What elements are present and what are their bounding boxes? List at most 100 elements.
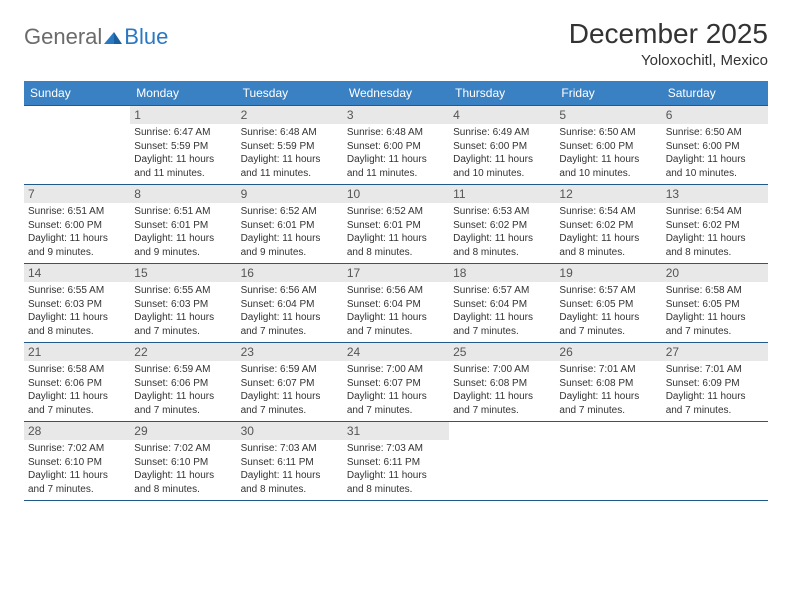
calendar-week-row: 14 Sunrise: 6:55 AMSunset: 6:03 PMDayligh…: [24, 263, 768, 342]
day-number: 1: [130, 106, 236, 124]
day-details: Sunrise: 6:56 AMSunset: 6:04 PMDaylight:…: [347, 284, 445, 338]
day-details: Sunrise: 6:48 AMSunset: 6:00 PMDaylight:…: [347, 126, 445, 180]
day-number: 11: [449, 185, 555, 203]
calendar-cell: 13 Sunrise: 6:54 AMSunset: 6:02 PMDayligh…: [662, 184, 768, 263]
day-details: Sunrise: 6:58 AMSunset: 6:06 PMDaylight:…: [28, 363, 126, 417]
calendar-cell: 31 Sunrise: 7:03 AMSunset: 6:11 PMDayligh…: [343, 421, 449, 501]
calendar-cell: 20 Sunrise: 6:58 AMSunset: 6:05 PMDayligh…: [662, 263, 768, 342]
day-details: Sunrise: 7:00 AMSunset: 6:08 PMDaylight:…: [453, 363, 551, 417]
logo-text-general: General: [24, 24, 102, 50]
day-details: Sunrise: 6:51 AMSunset: 6:01 PMDaylight:…: [134, 205, 232, 259]
day-details: Sunrise: 6:54 AMSunset: 6:02 PMDaylight:…: [666, 205, 764, 259]
calendar-week-row: 28Sunrise: 7:02 AMSunset: 6:10 PMDayligh…: [24, 421, 768, 501]
calendar-cell: 16Sunrise: 6:56 AMSunset: 6:04 PMDayligh…: [237, 263, 343, 342]
day-details: Sunrise: 6:50 AMSunset: 6:00 PMDaylight:…: [559, 126, 657, 180]
page-header: General Blue December 2025 Yoloxochitl, …: [24, 18, 768, 69]
day-number: 12: [555, 185, 661, 203]
day-details: Sunrise: 7:03 AMSunset: 6:11 PMDaylight:…: [347, 442, 445, 496]
calendar-week-row: 21 Sunrise: 6:58 AMSunset: 6:06 PMDayligh…: [24, 342, 768, 421]
day-number: 23: [237, 343, 343, 361]
calendar-cell: 11Sunrise: 6:53 AMSunset: 6:02 PMDayligh…: [449, 184, 555, 263]
calendar-cell: 1 Sunrise: 6:47 AMSunset: 5:59 PMDaylight…: [130, 105, 236, 184]
day-number: 30: [237, 422, 343, 440]
weekday-header: Thursday: [449, 81, 555, 105]
day-number: 22: [130, 343, 236, 361]
calendar-cell: 30Sunrise: 7:03 AMSunset: 6:11 PMDayligh…: [237, 421, 343, 501]
calendar-cell: 17 Sunrise: 6:56 AMSunset: 6:04 PMDayligh…: [343, 263, 449, 342]
day-details: Sunrise: 6:55 AMSunset: 6:03 PMDaylight:…: [28, 284, 126, 338]
day-number: 20: [662, 264, 768, 282]
day-number: 16: [237, 264, 343, 282]
day-details: Sunrise: 6:58 AMSunset: 6:05 PMDaylight:…: [666, 284, 764, 338]
day-details: Sunrise: 6:52 AMSunset: 6:01 PMDaylight:…: [241, 205, 339, 259]
day-number: 25: [449, 343, 555, 361]
calendar-cell: 18Sunrise: 6:57 AMSunset: 6:04 PMDayligh…: [449, 263, 555, 342]
calendar-cell: 15Sunrise: 6:55 AMSunset: 6:03 PMDayligh…: [130, 263, 236, 342]
calendar-grid: Sunday Monday Tuesday Wednesday Thursday…: [24, 81, 768, 501]
day-details: Sunrise: 7:00 AMSunset: 6:07 PMDaylight:…: [347, 363, 445, 417]
day-details: Sunrise: 6:59 AMSunset: 6:07 PMDaylight:…: [241, 363, 339, 417]
calendar-week-row: 7 Sunrise: 6:51 AMSunset: 6:00 PMDaylight…: [24, 184, 768, 263]
calendar-cell: 26 Sunrise: 7:01 AMSunset: 6:08 PMDayligh…: [555, 342, 661, 421]
day-number: 4: [449, 106, 555, 124]
calendar-cell: 5Sunrise: 6:50 AMSunset: 6:00 PMDaylight…: [555, 105, 661, 184]
day-number: 21: [24, 343, 130, 361]
calendar-cell: 8Sunrise: 6:51 AMSunset: 6:01 PMDaylight…: [130, 184, 236, 263]
calendar-cell: [555, 421, 661, 501]
day-number: 19: [555, 264, 661, 282]
day-number: 27: [662, 343, 768, 361]
calendar-body: 1 Sunrise: 6:47 AMSunset: 5:59 PMDaylight…: [24, 105, 768, 501]
weekday-header: Sunday: [24, 81, 130, 105]
day-details: Sunrise: 7:01 AMSunset: 6:08 PMDaylight:…: [559, 363, 657, 417]
calendar-cell: 12 Sunrise: 6:54 AMSunset: 6:02 PMDayligh…: [555, 184, 661, 263]
weekday-header: Tuesday: [237, 81, 343, 105]
day-details: Sunrise: 6:48 AMSunset: 5:59 PMDaylight:…: [241, 126, 339, 180]
logo-text-blue: Blue: [124, 24, 168, 50]
calendar-cell: [24, 105, 130, 184]
location-label: Yoloxochitl, Mexico: [569, 52, 768, 69]
calendar-week-row: 1 Sunrise: 6:47 AMSunset: 5:59 PMDaylight…: [24, 105, 768, 184]
calendar-cell: 10 Sunrise: 6:52 AMSunset: 6:01 PMDayligh…: [343, 184, 449, 263]
title-block: December 2025 Yoloxochitl, Mexico: [569, 18, 768, 69]
logo-triangle-icon: [104, 30, 122, 44]
day-details: Sunrise: 6:49 AMSunset: 6:00 PMDaylight:…: [453, 126, 551, 180]
calendar-cell: 24 Sunrise: 7:00 AMSunset: 6:07 PMDayligh…: [343, 342, 449, 421]
day-number: 13: [662, 185, 768, 203]
day-number: 17: [343, 264, 449, 282]
calendar-cell: [449, 421, 555, 501]
calendar-cell: 29Sunrise: 7:02 AMSunset: 6:10 PMDayligh…: [130, 421, 236, 501]
day-details: Sunrise: 7:01 AMSunset: 6:09 PMDaylight:…: [666, 363, 764, 417]
day-number: 7: [24, 185, 130, 203]
day-details: Sunrise: 6:51 AMSunset: 6:00 PMDaylight:…: [28, 205, 126, 259]
calendar-cell: 25 Sunrise: 7:00 AMSunset: 6:08 PMDayligh…: [449, 342, 555, 421]
weekday-header: Monday: [130, 81, 236, 105]
calendar-cell: 6 Sunrise: 6:50 AMSunset: 6:00 PMDaylight…: [662, 105, 768, 184]
day-details: Sunrise: 6:50 AMSunset: 6:00 PMDaylight:…: [666, 126, 764, 180]
calendar-page: General Blue December 2025 Yoloxochitl, …: [0, 0, 792, 519]
calendar-cell: 7 Sunrise: 6:51 AMSunset: 6:00 PMDaylight…: [24, 184, 130, 263]
day-number: 2: [237, 106, 343, 124]
calendar-cell: 3Sunrise: 6:48 AMSunset: 6:00 PMDaylight…: [343, 105, 449, 184]
calendar-cell: 27 Sunrise: 7:01 AMSunset: 6:09 PMDayligh…: [662, 342, 768, 421]
day-number: 14: [24, 264, 130, 282]
day-number: 15: [130, 264, 236, 282]
day-details: Sunrise: 6:47 AMSunset: 5:59 PMDaylight:…: [134, 126, 232, 180]
calendar-cell: 19Sunrise: 6:57 AMSunset: 6:05 PMDayligh…: [555, 263, 661, 342]
day-number: 6: [662, 106, 768, 124]
day-details: Sunrise: 6:54 AMSunset: 6:02 PMDaylight:…: [559, 205, 657, 259]
day-number: 18: [449, 264, 555, 282]
day-number: 28: [24, 422, 130, 440]
calendar-cell: 2 Sunrise: 6:48 AMSunset: 5:59 PMDaylight…: [237, 105, 343, 184]
day-details: Sunrise: 6:52 AMSunset: 6:01 PMDaylight:…: [347, 205, 445, 259]
calendar-cell: 23 Sunrise: 6:59 AMSunset: 6:07 PMDayligh…: [237, 342, 343, 421]
day-number: 24: [343, 343, 449, 361]
brand-logo: General Blue: [24, 24, 168, 50]
calendar-cell: [662, 421, 768, 501]
calendar-cell: 21 Sunrise: 6:58 AMSunset: 6:06 PMDayligh…: [24, 342, 130, 421]
calendar-cell: 28Sunrise: 7:02 AMSunset: 6:10 PMDayligh…: [24, 421, 130, 501]
day-number: 26: [555, 343, 661, 361]
calendar-cell: 22Sunrise: 6:59 AMSunset: 6:06 PMDayligh…: [130, 342, 236, 421]
day-number: 10: [343, 185, 449, 203]
weekday-header-row: Sunday Monday Tuesday Wednesday Thursday…: [24, 81, 768, 105]
day-number: 31: [343, 422, 449, 440]
